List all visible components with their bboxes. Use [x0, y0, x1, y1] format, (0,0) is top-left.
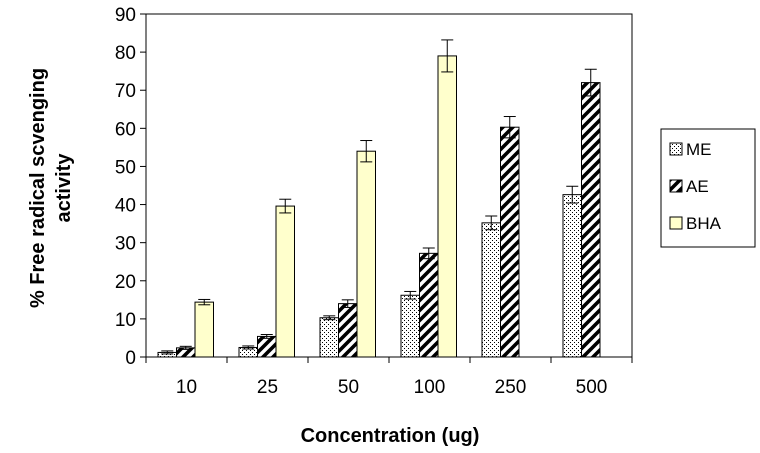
y-tick-label: 20	[115, 272, 136, 293]
bar-bha-50	[356, 150, 376, 358]
y-tick-label: 60	[115, 119, 136, 140]
x-tick-label: 50	[338, 377, 359, 398]
bar-bha-10	[194, 301, 214, 358]
bar-bha-25	[275, 205, 295, 358]
legend: ME AE BHA	[660, 128, 756, 248]
bar-bha-100	[437, 55, 457, 358]
bar-ae-100	[419, 252, 439, 358]
legend-swatch-bha	[669, 216, 683, 230]
y-tick-label: 80	[115, 43, 136, 64]
bar-me-100	[400, 294, 420, 358]
bar-me-500	[562, 194, 582, 358]
y-tick-label: 30	[115, 234, 136, 255]
x-axis-title: Concentration (ug)	[301, 425, 480, 447]
legend-swatch-ae	[669, 179, 683, 193]
bar-ae-50	[338, 303, 358, 358]
x-tick-label: 500	[576, 377, 608, 398]
plot-area	[145, 13, 633, 358]
bar-ae-25	[257, 335, 277, 358]
x-tick-label: 250	[495, 377, 527, 398]
x-tick-label: 25	[257, 377, 278, 398]
y-tick-label: 10	[115, 310, 136, 331]
bar-me-250	[481, 222, 501, 358]
bar-ae-250	[500, 126, 520, 358]
legend-swatch-me	[669, 142, 683, 156]
bar-series	[157, 55, 601, 358]
legend-label-ae: AE	[686, 177, 709, 196]
y-tick-label: 0	[125, 348, 136, 369]
y-axis-title-line1: % Free radical scvenging	[27, 68, 49, 308]
bar-ae-500	[581, 82, 601, 358]
y-tick-label: 90	[115, 5, 136, 26]
bar-me-50	[319, 317, 339, 358]
y-tick-label: 50	[115, 157, 136, 178]
y-axis: 0 10 20 30 40 50 60 70 80 90	[115, 5, 146, 369]
legend-label-me: ME	[686, 140, 712, 159]
y-tick-label: 40	[115, 196, 136, 217]
plot-border	[145, 13, 633, 358]
x-axis: 10 25 50 100 250 500	[145, 357, 633, 398]
y-axis-title-line2: activity	[53, 153, 75, 223]
x-tick-label: 100	[414, 377, 446, 398]
x-tick-label: 10	[176, 377, 197, 398]
y-tick-label: 70	[115, 81, 136, 102]
legend-label-bha: BHA	[686, 214, 722, 233]
error-bars	[161, 39, 597, 355]
